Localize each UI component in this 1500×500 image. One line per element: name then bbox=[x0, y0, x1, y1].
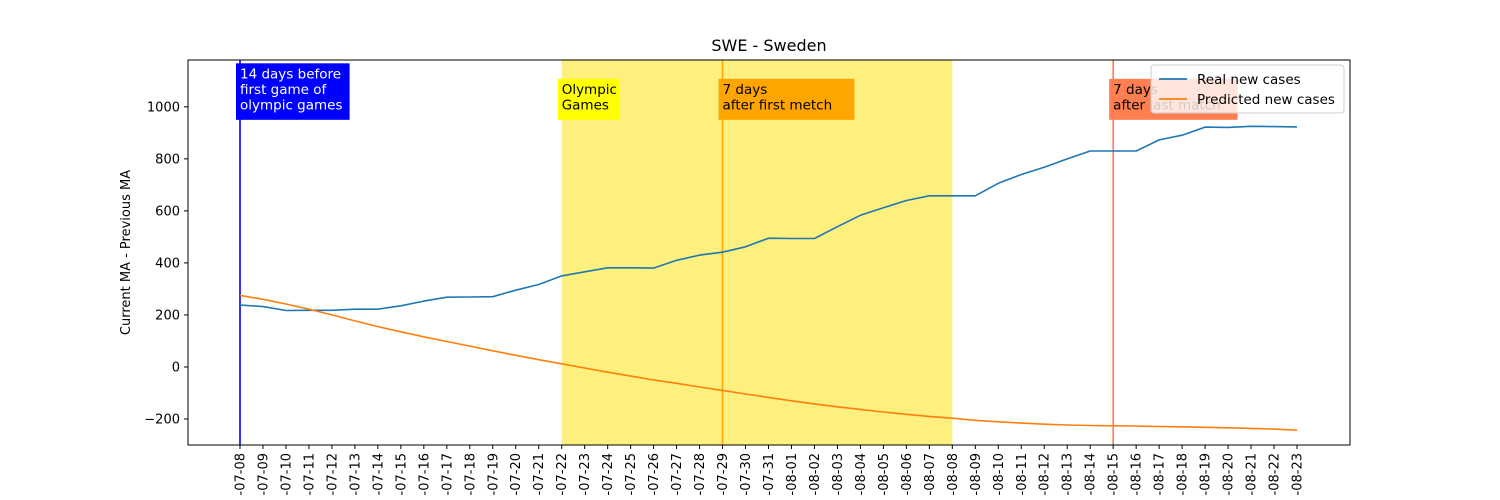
x-tick-label-38: -08-15 bbox=[1107, 453, 1122, 495]
x-tick-label-12: -07-20 bbox=[509, 453, 524, 495]
x-tick-label-32: -08-09 bbox=[969, 453, 984, 495]
x-tick-label-7: -07-15 bbox=[394, 453, 409, 495]
x-tick-label-36: -08-13 bbox=[1061, 453, 1076, 495]
y-tick-label-5: 800 bbox=[155, 152, 180, 167]
annotation-box-0 bbox=[236, 63, 350, 120]
x-tick-label-20: -07-28 bbox=[693, 453, 708, 495]
series-line-0 bbox=[239, 125, 1298, 312]
y-tick-label-4: 600 bbox=[155, 204, 180, 219]
x-tick-label-33: -08-10 bbox=[992, 453, 1007, 495]
x-tick-label-39: -08-16 bbox=[1130, 453, 1145, 495]
annotation-text-2-1: after first metch bbox=[723, 97, 833, 113]
x-tick-label-37: -08-14 bbox=[1084, 453, 1099, 495]
x-tick-label-14: -07-22 bbox=[555, 453, 570, 495]
annotation-text-1-1: Games bbox=[562, 97, 609, 113]
y-tick-label-1: 0 bbox=[172, 360, 180, 375]
x-tick-label-18: -07-26 bbox=[647, 453, 662, 495]
x-tick-label-11: -07-19 bbox=[486, 453, 501, 495]
annotation-text-3-0: 7 days bbox=[1113, 82, 1158, 98]
annotation-text-2-0: 7 days bbox=[723, 82, 768, 98]
legend: Real new cases Predicted new cases bbox=[1150, 64, 1345, 114]
x-tick-label-16: -07-24 bbox=[601, 453, 616, 495]
x-tick-label-6: -07-14 bbox=[371, 453, 386, 495]
series-line-1 bbox=[239, 294, 1298, 431]
annotation-text-0-0: 14 days before bbox=[240, 66, 341, 82]
x-tick-label-8: -07-16 bbox=[417, 453, 432, 495]
x-tick-label-29: -08-06 bbox=[900, 453, 915, 495]
legend-label-1: Predicted new cases bbox=[1197, 92, 1335, 108]
x-tick-label-0: -07-08 bbox=[234, 453, 249, 495]
x-tick-label-24: -08-01 bbox=[785, 453, 800, 495]
y-axis-ticks: −200 0 200 400 600 800 1000 bbox=[144, 100, 188, 427]
x-tick-label-9: -07-17 bbox=[440, 453, 455, 495]
chart-title: SWE - Sweden bbox=[711, 36, 826, 55]
legend-box bbox=[1150, 64, 1345, 114]
x-axis-ticks: -07-08 -07-09 -07-10 -07-11 -07-12 -07-13 -07-… bbox=[234, 445, 1306, 495]
x-tick-label-1: -07-09 bbox=[256, 453, 271, 495]
annotation-box-1 bbox=[557, 78, 620, 120]
x-tick-label-26: -08-03 bbox=[831, 453, 846, 495]
x-tick-label-21: -07-29 bbox=[716, 453, 731, 495]
annotation-box-2 bbox=[718, 78, 855, 120]
x-tick-label-4: -07-12 bbox=[325, 453, 340, 495]
x-tick-label-40: -08-17 bbox=[1153, 453, 1168, 495]
annotation-text-0-2: olympic games bbox=[240, 97, 343, 113]
x-tick-label-23: -07-31 bbox=[762, 453, 777, 495]
x-tick-label-42: -08-19 bbox=[1199, 453, 1214, 495]
x-tick-label-3: -07-11 bbox=[302, 453, 317, 495]
x-tick-label-13: -07-21 bbox=[532, 453, 547, 495]
x-tick-label-2: -07-10 bbox=[279, 453, 294, 495]
x-tick-label-44: -08-21 bbox=[1245, 453, 1260, 495]
x-tick-label-5: -07-13 bbox=[348, 453, 363, 495]
x-tick-label-35: -08-12 bbox=[1038, 453, 1053, 495]
shaded-regions bbox=[561, 60, 953, 445]
x-tick-label-22: -07-30 bbox=[739, 453, 754, 495]
x-tick-label-19: -07-27 bbox=[670, 453, 685, 495]
x-tick-label-15: -07-23 bbox=[578, 453, 593, 495]
x-tick-label-28: -08-05 bbox=[877, 453, 892, 495]
x-tick-label-17: -07-25 bbox=[624, 453, 639, 495]
shaded-region-0 bbox=[561, 60, 953, 445]
x-tick-label-41: -08-18 bbox=[1176, 453, 1191, 495]
y-tick-label-2: 200 bbox=[155, 308, 180, 323]
series-lines bbox=[239, 125, 1298, 431]
x-tick-label-10: -07-18 bbox=[463, 453, 478, 495]
y-axis-label: Current MA - Previous MA bbox=[119, 170, 134, 335]
x-tick-label-27: -08-04 bbox=[854, 453, 869, 495]
y-tick-label-3: 400 bbox=[155, 256, 180, 271]
annotation-text-0-1: first game of bbox=[240, 82, 328, 98]
x-tick-label-45: -08-22 bbox=[1268, 453, 1283, 495]
y-tick-label-0: −200 bbox=[144, 412, 180, 427]
x-tick-label-31: -08-08 bbox=[946, 453, 961, 495]
y-tick-label-6: 1000 bbox=[147, 100, 180, 115]
x-tick-label-46: -08-23 bbox=[1291, 453, 1306, 495]
x-tick-label-43: -08-20 bbox=[1222, 453, 1237, 495]
legend-label-0: Real new cases bbox=[1197, 72, 1301, 88]
x-tick-label-30: -08-07 bbox=[923, 453, 938, 495]
annotation-text-1-0: Olympic bbox=[562, 82, 617, 98]
x-tick-label-25: -08-02 bbox=[808, 453, 823, 495]
x-tick-label-34: -08-11 bbox=[1015, 453, 1030, 495]
